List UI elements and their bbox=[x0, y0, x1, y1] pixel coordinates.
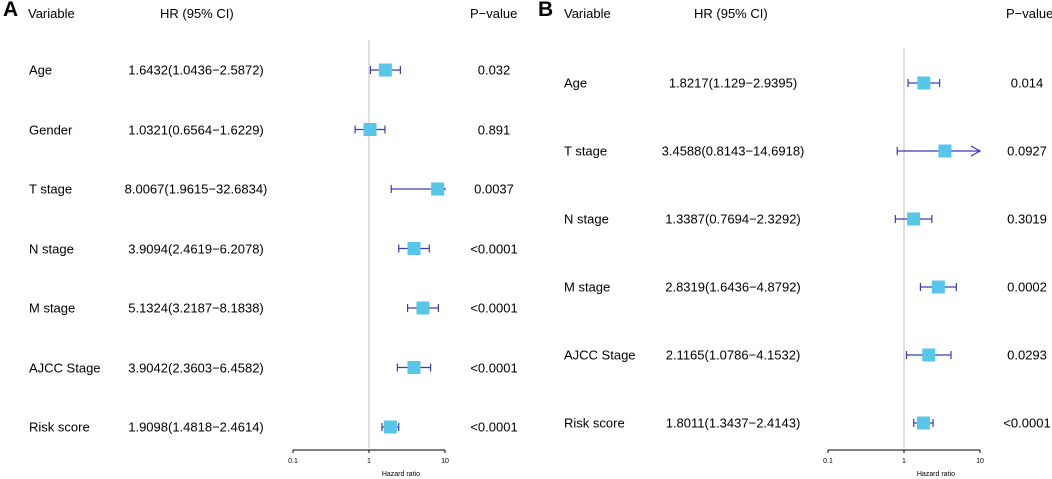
row-label-n-stage: N stage bbox=[29, 241, 74, 256]
row-pvalue-m-stage: 0.0002 bbox=[1007, 279, 1047, 295]
row-pvalue-t-stage: 0.0927 bbox=[1007, 143, 1047, 159]
x-axis-title: Hazard ratio bbox=[917, 471, 955, 478]
header-hr: HR (95% CI) bbox=[160, 6, 234, 21]
row-label-gender: Gender bbox=[29, 122, 73, 137]
row-pvalue-age: 0.014 bbox=[1010, 75, 1044, 91]
hr-box-age bbox=[917, 76, 931, 90]
x-tick-label: 1 bbox=[367, 458, 371, 465]
row-label-t-stage: T stage bbox=[564, 143, 608, 159]
row-hr-risk-score: 1.9098(1.4818−2.4614) bbox=[128, 419, 264, 435]
header-variable: Variable bbox=[564, 6, 611, 21]
forest-panel-b: B Variable HR (95% CI) P−value 0.1 1 10 Hazard … bbox=[526, 0, 1052, 479]
x-tick-label: 1 bbox=[902, 458, 906, 465]
row-label-m-stage: M stage bbox=[29, 300, 76, 316]
row-label-ajcc-stage: AJCC Stage bbox=[564, 347, 636, 363]
x-tick-label: 10 bbox=[441, 458, 449, 465]
header-hr: HR (95% CI) bbox=[694, 6, 768, 21]
row-label-m-stage: M stage bbox=[564, 279, 611, 295]
hr-box-gender bbox=[363, 123, 377, 136]
hr-box-n-stage bbox=[907, 212, 921, 226]
row-label-risk-score: Risk score bbox=[564, 415, 625, 431]
hr-box-m-stage bbox=[931, 280, 945, 294]
hr-box-risk-score bbox=[383, 420, 397, 434]
row-label-n-stage: N stage bbox=[564, 211, 609, 227]
row-pvalue-gender: 0.891 bbox=[477, 122, 511, 137]
row-pvalue-m-stage: <0.0001 bbox=[470, 300, 518, 316]
hr-box-t-stage bbox=[938, 144, 952, 158]
row-hr-gender: 1.0321(0.6564−1.6229) bbox=[128, 122, 264, 137]
row-label-risk-score: Risk score bbox=[29, 419, 90, 435]
row-label-t-stage: T stage bbox=[29, 181, 73, 197]
x-tick-label: 0.1 bbox=[288, 458, 298, 465]
hr-box-age bbox=[378, 63, 392, 77]
row-hr-m-stage: 2.8319(1.6436−4.8792) bbox=[665, 279, 801, 295]
x-tick-label: 10 bbox=[976, 458, 984, 465]
forest-panel-a: A Variable HR (95% CI) P−value 0.1 1 10 Hazard … bbox=[3, 0, 518, 478]
hr-box-ajcc-stage bbox=[407, 361, 421, 374]
row-hr-age: 1.8217(1.129−2.9395) bbox=[668, 75, 798, 91]
row-pvalue-risk-score: <0.0001 bbox=[470, 419, 518, 435]
row-hr-risk-score: 1.8011(1.3437−2.4143) bbox=[665, 415, 801, 431]
row-label-age: Age bbox=[564, 75, 588, 91]
hr-box-n-stage bbox=[407, 242, 421, 255]
hr-box-ajcc-stage bbox=[922, 348, 936, 362]
row-hr-m-stage: 5.1324(3.2187−8.1838) bbox=[128, 300, 264, 316]
row-pvalue-ajcc-stage: 0.0293 bbox=[1007, 347, 1047, 363]
header-variable: Variable bbox=[28, 6, 75, 21]
row-hr-t-stage: 3.4588(0.8143−14.6918) bbox=[661, 143, 805, 159]
hr-box-risk-score bbox=[916, 416, 930, 430]
forest-plot-svg: 0.1 1 10 Hazard ratio bbox=[288, 40, 449, 478]
panel-letter: B bbox=[538, 0, 554, 21]
row-hr-age: 1.6432(1.0436−2.5872) bbox=[128, 62, 264, 78]
row-pvalue-ajcc-stage: <0.0001 bbox=[470, 360, 518, 375]
forest-plot-svg: 0.1 1 10 Hazard ratio bbox=[823, 48, 984, 478]
hr-box-t-stage bbox=[431, 182, 445, 196]
panel-letter: A bbox=[3, 0, 19, 21]
row-pvalue-age: 0.032 bbox=[477, 62, 511, 78]
row-label-ajcc-stage: AJCC Stage bbox=[29, 360, 101, 375]
row-label-age: Age bbox=[29, 62, 53, 78]
row-hr-n-stage: 1.3387(0.7694−2.3292) bbox=[665, 211, 801, 227]
row-hr-ajcc-stage: 3.9042(2.3603−6.4582) bbox=[128, 360, 264, 375]
row-pvalue-n-stage: <0.0001 bbox=[470, 241, 518, 256]
x-tick-label: 0.1 bbox=[823, 458, 833, 465]
hr-box-m-stage bbox=[416, 301, 430, 315]
row-pvalue-t-stage: 0.0037 bbox=[474, 181, 514, 197]
x-axis-title: Hazard ratio bbox=[382, 471, 420, 478]
header-pvalue: P−value bbox=[470, 6, 518, 21]
row-hr-t-stage: 8.0067(1.9615−32.6834) bbox=[124, 181, 268, 197]
row-hr-ajcc-stage: 2.1165(1.0786−4.1532) bbox=[665, 347, 801, 363]
header-pvalue: P−value bbox=[1006, 6, 1052, 21]
row-pvalue-risk-score: <0.0001 bbox=[1003, 415, 1051, 431]
row-hr-n-stage: 3.9094(2.4619−6.2078) bbox=[128, 241, 264, 256]
row-pvalue-n-stage: 0.3019 bbox=[1007, 211, 1047, 227]
